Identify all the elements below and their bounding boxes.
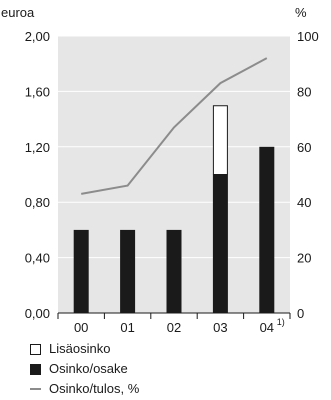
right-axis-unit: % — [295, 5, 307, 20]
x-axis-ticks: 00 01 02 03 04 1) — [57, 313, 291, 335]
series-line-osinko-tulos — [81, 57, 268, 195]
left-axis-ticks: 2,00 1,60 1,20 0,80 0,40 0,00 — [25, 29, 50, 321]
right-axis-ticks: 100 80 60 40 20 0 — [297, 29, 319, 321]
legend-label-osinko-tulos: Osinko/tulos, % — [49, 381, 140, 396]
legend: Lisäosinko Osinko/osake Osinko/tulos, % — [30, 339, 139, 399]
legend-item-lisaosinko: Lisäosinko — [30, 339, 139, 359]
bar-osinko-osake — [73, 229, 89, 313]
right-tick-label: 0 — [297, 306, 304, 321]
bar-osinko-osake — [166, 229, 182, 313]
legend-label-lisaosinko: Lisäosinko — [49, 341, 111, 356]
bars — [73, 105, 275, 313]
legend-swatch-osinko-osake — [30, 363, 41, 375]
x-tick-label: 02 — [167, 320, 181, 335]
legend-swatch-osinko-tulos — [30, 388, 41, 390]
legend-label-osinko-osake: Osinko/osake — [49, 361, 128, 376]
left-tick-label: 0,80 — [25, 195, 50, 210]
x-tick-label: 00 — [74, 320, 88, 335]
right-tick-label: 40 — [297, 195, 311, 210]
x-tick-footnote: 1) — [277, 317, 285, 327]
left-tick-label: 1,60 — [25, 84, 50, 99]
legend-item-osinko-tulos: Osinko/tulos, % — [30, 379, 139, 399]
left-tick-label: 0,40 — [25, 251, 50, 266]
right-tick-label: 20 — [297, 251, 311, 266]
left-tick-label: 0,00 — [25, 306, 50, 321]
bar-osinko-osake — [120, 229, 136, 313]
left-tick-label: 1,20 — [25, 140, 50, 155]
left-tick-label: 2,00 — [25, 29, 50, 44]
x-tick-label: 03 — [213, 320, 227, 335]
x-tick-label: 01 — [120, 320, 134, 335]
right-tick-label: 60 — [297, 140, 311, 155]
legend-swatch-lisaosinko — [30, 343, 41, 355]
right-tick-label: 100 — [297, 29, 319, 44]
right-tick-label: 80 — [297, 84, 311, 99]
legend-item-osinko-osake: Osinko/osake — [30, 359, 139, 379]
bar-osinko-osake — [259, 146, 275, 313]
left-axis-unit: euroa — [1, 5, 35, 20]
bar-lisaosinko — [212, 105, 228, 175]
x-tick-label: 04 — [260, 320, 274, 335]
bar-osinko-osake — [212, 174, 228, 313]
